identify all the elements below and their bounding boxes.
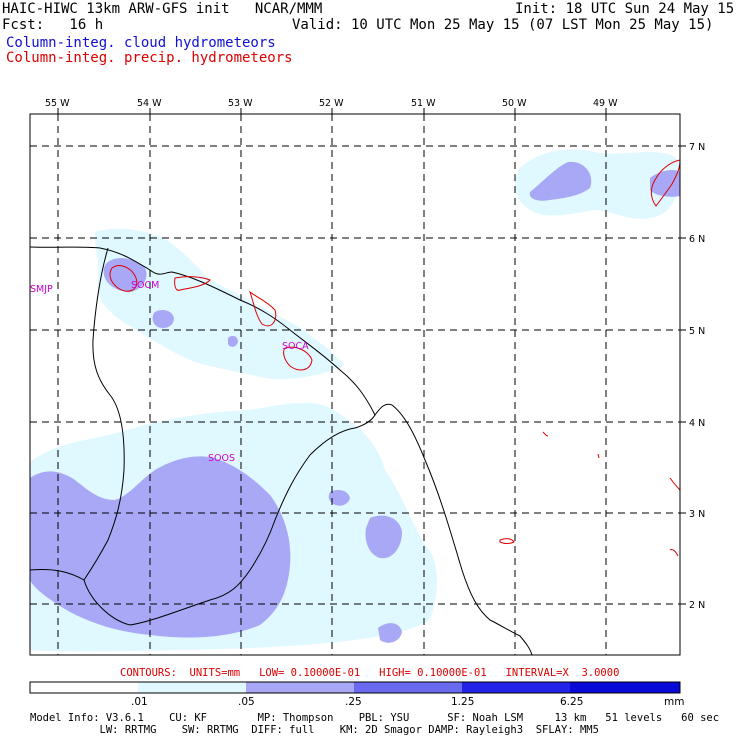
colorbar-bin-4	[354, 682, 462, 693]
contour-info: CONTOURS: UNITS=mm LOW= 0.10000E-01 HIGH…	[120, 667, 620, 679]
lon-label-54w: 54 W	[137, 98, 162, 109]
colorbar-bin-3	[246, 682, 354, 693]
valid-time: Valid: 10 UTC Mon 25 May 15 (07 LST Mon …	[292, 17, 714, 33]
cloud-area-southwest-dense	[30, 456, 291, 638]
lat-label-5n: 5 N	[689, 326, 705, 337]
lon-label-53w: 53 W	[228, 98, 253, 109]
cloud-cell-1	[152, 310, 174, 328]
lon-label-50w: 50 W	[502, 98, 527, 109]
cloud-area-northeast	[514, 149, 680, 219]
coastline-borders	[30, 246, 533, 655]
lon-label-51w: 51 W	[411, 98, 436, 109]
lat-label-3n: 3 N	[689, 509, 705, 520]
lat-label-6n: 6 N	[689, 234, 705, 245]
cloud-cell-3	[328, 490, 350, 506]
field-label-precip: Column-integ. precip. hydrometeors	[6, 50, 293, 66]
lon-label-52w: 52 W	[319, 98, 344, 109]
station-soca: SOCA	[282, 341, 309, 352]
colorbar-label-125: 1.25	[451, 696, 475, 708]
station-soos: SOOS	[208, 453, 235, 464]
lat-label-2n: 2 N	[689, 600, 705, 611]
map-frame	[29, 113, 681, 656]
colorbar-label-005: .05	[238, 696, 255, 708]
colorbar-bin-1	[30, 682, 138, 693]
colorbar-units: mm	[664, 696, 685, 708]
lat-label-4n: 4 N	[689, 418, 705, 429]
cloud-area-east-edge	[650, 170, 680, 197]
model-info-line1: Model Info: V3.6.1 CU: KF MP: Thompson P…	[30, 712, 720, 724]
colorbar-label-001: .01	[131, 696, 148, 708]
colorbar-label-625: 6.25	[560, 696, 584, 708]
axis-ticks	[57, 108, 686, 605]
lon-label-55w: 55 W	[45, 98, 70, 109]
init-time: Init: 18 UTC Sun 24 May 15	[515, 1, 735, 17]
lat-label-7n: 7 N	[689, 142, 705, 153]
station-socm: SOCM	[131, 280, 159, 291]
model-info-line2: LW: RRTMG SW: RRTMG DIFF: full KM: 2D Sm…	[30, 724, 599, 736]
colorbar-bin-6	[570, 682, 680, 693]
plot-title: HAIC-HIWC 13km ARW-GFS init NCAR/MMM	[2, 1, 323, 17]
colorbar-bin-5	[462, 682, 570, 693]
station-smjp: SMJP	[30, 284, 53, 295]
hydrometeor-shading	[30, 149, 680, 652]
colorbar-label-025: .25	[345, 696, 362, 708]
lon-label-49w: 49 W	[593, 98, 618, 109]
forecast-hour: Fcst: 16 h	[2, 17, 104, 33]
cloud-area-northeast-dense	[529, 161, 592, 201]
precip-contours	[109, 159, 681, 557]
field-label-cloud: Column-integ. cloud hydrometeors	[6, 35, 276, 51]
colorbar-bin-2	[138, 682, 246, 693]
cloud-cell-5	[378, 623, 402, 643]
cloud-cell-4	[365, 515, 402, 559]
cloud-cell-2	[228, 335, 238, 347]
cloud-area-coast	[94, 228, 345, 380]
lat-lon-grid	[30, 114, 680, 655]
